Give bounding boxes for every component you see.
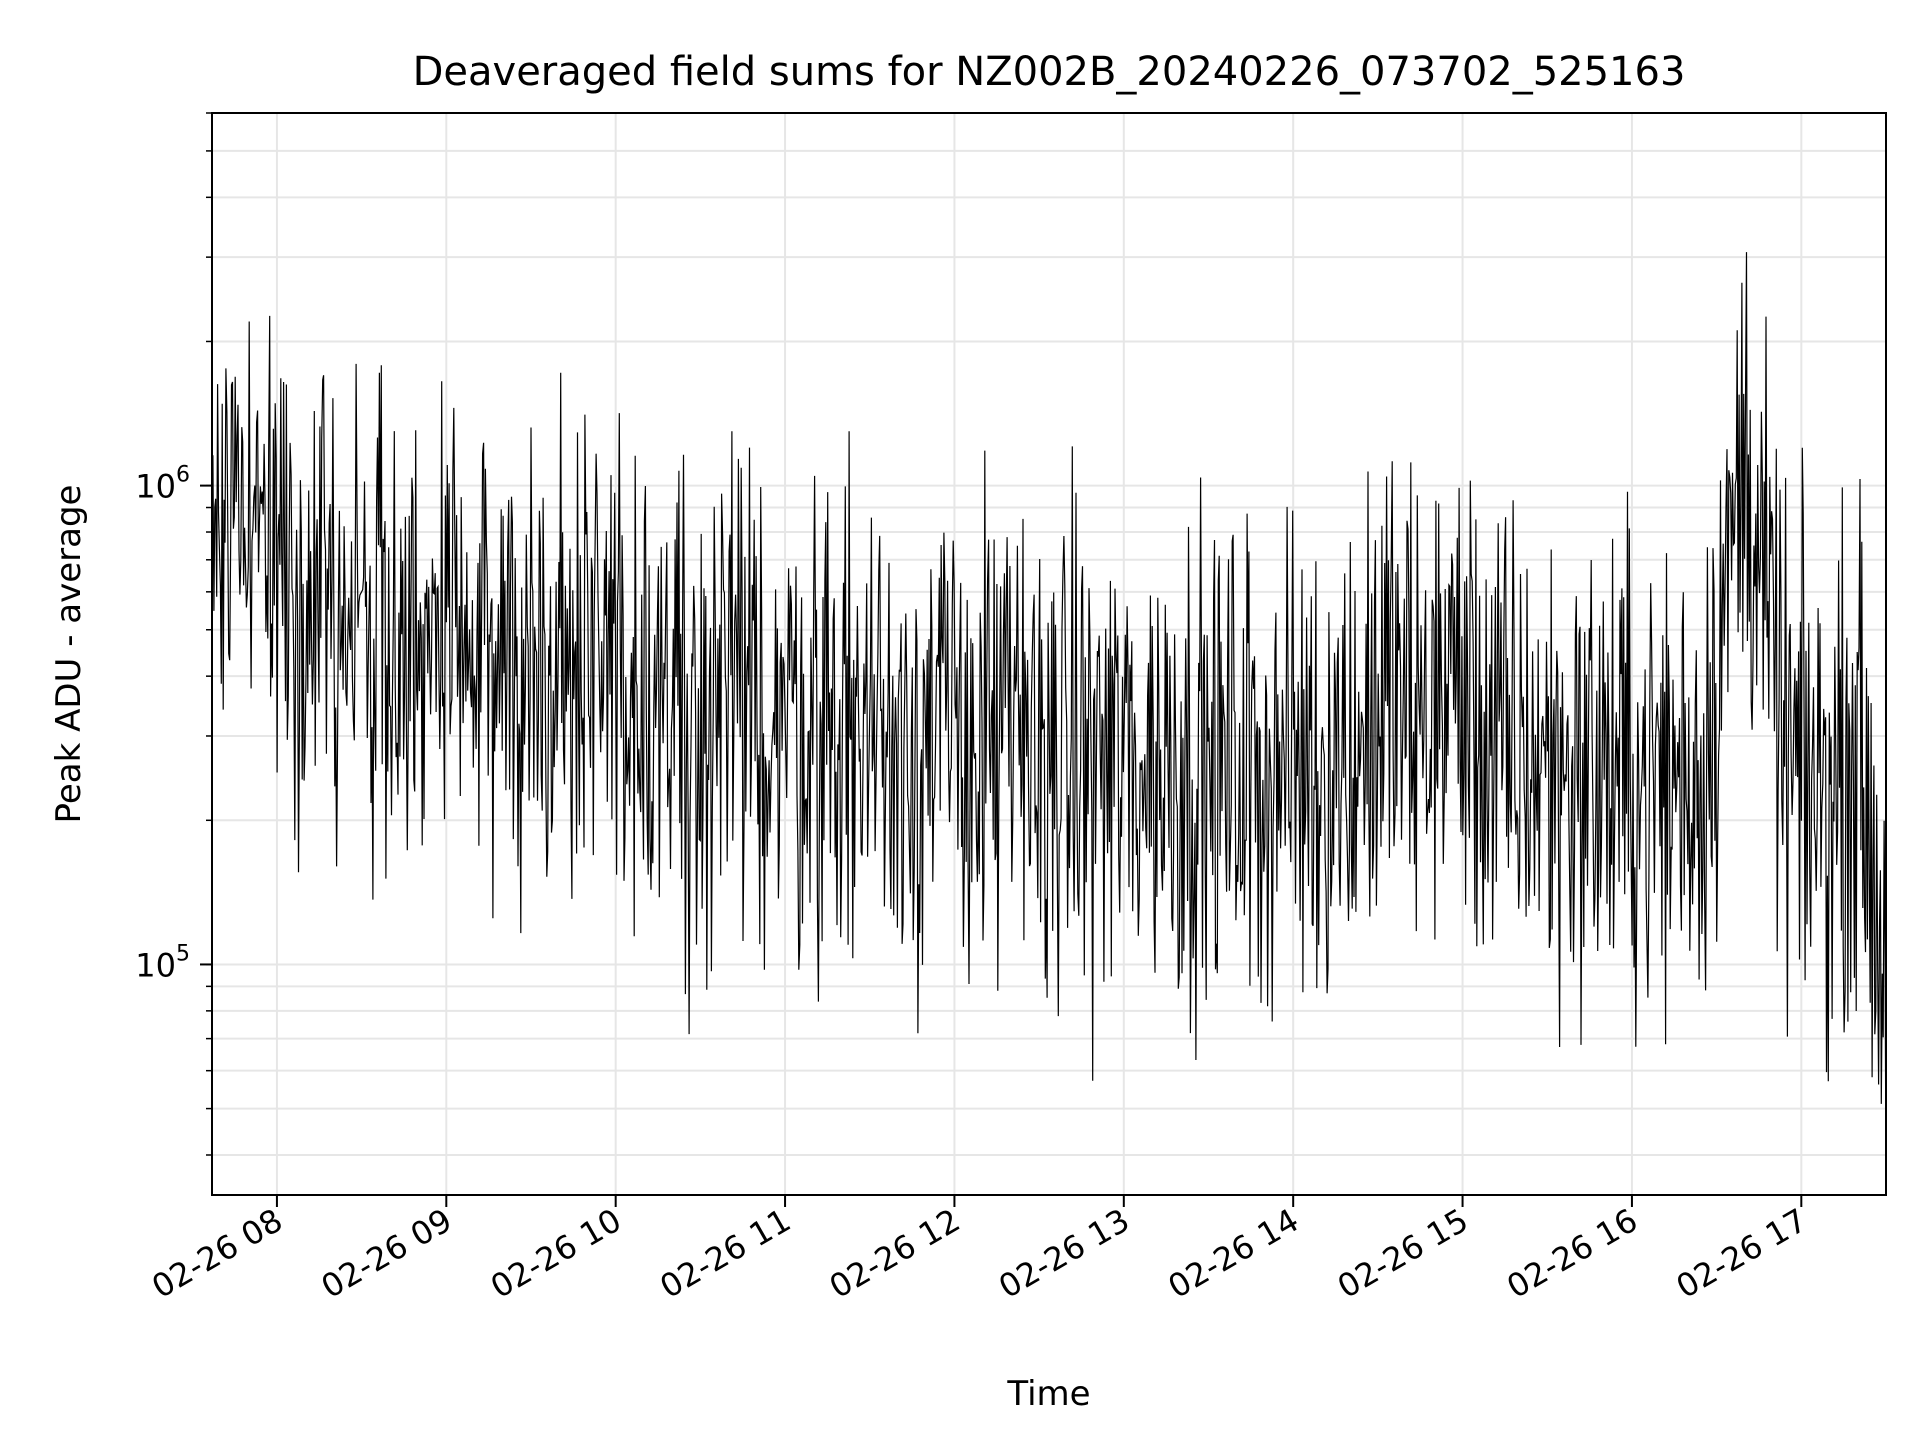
y-tick-label: 106 (135, 463, 190, 506)
plot-area (211, 252, 1887, 1185)
series-line (211, 252, 1887, 1185)
x-axis-label: Time (1006, 1374, 1090, 1414)
chart-title: Deaveraged field sums for NZ002B_2024022… (413, 49, 1686, 95)
plot-frame (211, 112, 1887, 1196)
y-tick-label: 105 (135, 941, 190, 984)
y-axis-label: Peak ADU - average (49, 485, 89, 824)
